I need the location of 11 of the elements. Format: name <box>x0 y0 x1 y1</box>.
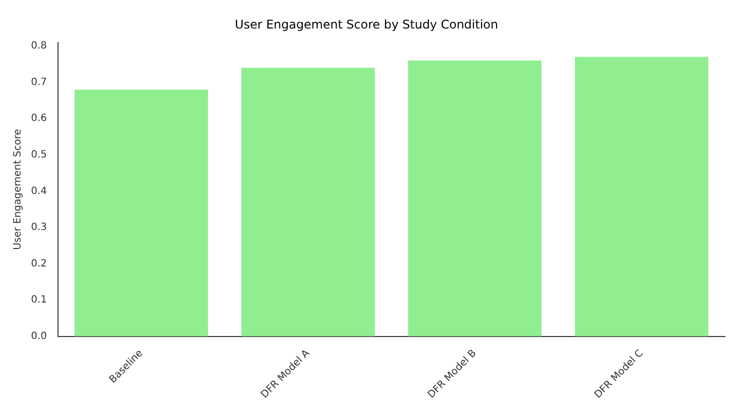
y-tick-label: 0.6 <box>30 113 47 124</box>
chart-title: User Engagement Score by Study Condition <box>234 17 498 32</box>
y-tick-label: 0.3 <box>30 222 47 234</box>
y-tick-label: 0.4 <box>30 186 47 197</box>
y-tick-label: 0.1 <box>30 294 47 306</box>
y-tick-label: 0.5 <box>30 150 47 161</box>
y-tick-label: 0.0 <box>30 331 47 342</box>
y-tick-label: 0.8 <box>30 40 47 52</box>
y-axis-title: User Engagement Score <box>12 128 24 250</box>
y-tick-label: 0.7 <box>30 76 47 88</box>
y-tick-label: 0.2 <box>30 258 47 270</box>
